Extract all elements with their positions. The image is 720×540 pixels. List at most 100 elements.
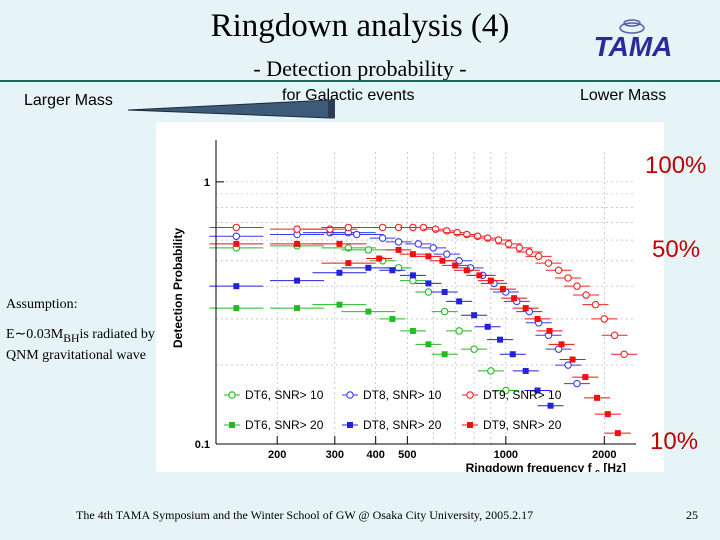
y-axis-label: Detection Probability <box>171 228 185 348</box>
data-point <box>440 307 449 316</box>
x-axis-label: Ringdown frequency f c [Hz] <box>466 461 626 472</box>
assumption-prefix: E∼0.03M <box>6 327 64 342</box>
data-point <box>610 331 619 339</box>
legend-marker <box>347 422 353 428</box>
footer-text: The 4th TAMA Symposium and the Winter Sc… <box>76 508 534 522</box>
data-point <box>525 248 534 256</box>
data-point <box>365 308 372 315</box>
percent-50-label: 50% <box>652 236 701 263</box>
data-point <box>487 367 495 375</box>
data-point <box>345 260 352 267</box>
data-point <box>455 327 463 335</box>
legend-label: DT8, SNR> 10 <box>363 388 442 402</box>
assumption-text: E∼0.03MBHis radiated by QNM gravitationa… <box>6 326 156 364</box>
x-axis-label-unit: [Hz] <box>600 461 626 472</box>
data-point <box>546 327 553 334</box>
data-point <box>233 240 240 247</box>
data-point <box>395 246 402 253</box>
data-point <box>233 305 240 312</box>
x-tick-label: 200 <box>268 449 286 461</box>
larger-mass-label: Larger Mass <box>24 92 113 109</box>
data-point <box>364 246 373 254</box>
legend-label: DT9, SNR> 10 <box>483 388 562 402</box>
data-point <box>456 298 463 305</box>
assumption-suffix: is radiated by QNM gravitational wave <box>6 327 155 363</box>
data-point <box>564 361 572 369</box>
x-tick-label: 500 <box>398 449 416 461</box>
assumption-label: Assumption: <box>6 297 78 312</box>
data-point <box>547 402 554 409</box>
data-point <box>352 230 361 239</box>
legend-label: DT8, SNR> 20 <box>363 418 442 432</box>
data-point <box>336 240 343 247</box>
data-point <box>344 223 353 232</box>
data-point <box>336 269 343 276</box>
data-point <box>409 251 416 258</box>
data-point <box>424 288 433 296</box>
data-point <box>233 283 240 290</box>
data-point <box>471 312 478 319</box>
data-point <box>441 351 448 358</box>
data-point <box>389 315 396 322</box>
y-tick-label: 0.1 <box>195 439 210 451</box>
data-point <box>544 259 553 267</box>
legend-marker <box>466 391 474 399</box>
data-point <box>439 257 446 264</box>
legend-label: DT9, SNR> 20 <box>483 418 562 432</box>
x-tick-label: 300 <box>326 449 344 461</box>
data-point <box>419 223 428 232</box>
x-tick-label: 1000 <box>494 449 518 461</box>
y-tick-label: 1 <box>204 177 210 189</box>
data-point <box>443 250 451 258</box>
detection-probability-chart: 1 0.1 200 300 400 500 1000 2000 Detection Probab… <box>156 122 664 472</box>
data-point <box>569 356 576 363</box>
plot-background <box>156 122 664 472</box>
data-point <box>487 277 494 284</box>
data-point <box>558 341 565 348</box>
data-point <box>326 225 334 233</box>
tama-logo: TAMA <box>594 19 673 60</box>
data-point <box>573 379 581 388</box>
title-rule <box>0 80 720 82</box>
data-point <box>452 262 459 269</box>
legend-marker <box>467 422 473 428</box>
logo-text: TAMA <box>594 31 673 60</box>
x-tick-label: 2000 <box>592 449 616 461</box>
page-number: 25 <box>686 508 698 522</box>
data-point <box>394 238 403 246</box>
x-tick-label: 400 <box>366 449 384 461</box>
data-point <box>573 282 581 290</box>
data-point <box>429 244 438 252</box>
data-point <box>509 351 516 358</box>
data-point <box>522 367 529 374</box>
data-point <box>376 255 383 262</box>
data-point <box>425 280 432 287</box>
data-point <box>604 411 611 418</box>
data-point <box>600 315 609 323</box>
data-point <box>614 430 621 437</box>
data-point <box>476 272 483 279</box>
data-point <box>494 236 503 244</box>
legend-label: DT6, SNR> 10 <box>245 388 324 402</box>
data-point <box>502 386 510 395</box>
data-point <box>232 232 241 241</box>
slide-title: Ringdown analysis (4) <box>210 8 510 44</box>
data-point <box>293 225 301 233</box>
legend-label: DT6, SNR> 20 <box>245 418 324 432</box>
percent-100-label: 100% <box>645 152 707 179</box>
legend-marker <box>346 391 354 399</box>
data-point <box>620 350 628 358</box>
percent-10-label: 10% <box>650 428 699 455</box>
data-point <box>511 295 518 302</box>
data-point <box>294 305 301 312</box>
data-point <box>425 341 432 348</box>
data-point <box>534 315 541 322</box>
data-point <box>378 223 387 232</box>
x-axis-label-sub: c <box>595 467 600 472</box>
data-point <box>431 225 440 233</box>
data-point <box>484 323 491 330</box>
data-point <box>389 267 396 274</box>
data-point <box>534 387 541 394</box>
data-point <box>591 300 600 309</box>
galactic-events-label: for Galactic events <box>282 87 415 104</box>
